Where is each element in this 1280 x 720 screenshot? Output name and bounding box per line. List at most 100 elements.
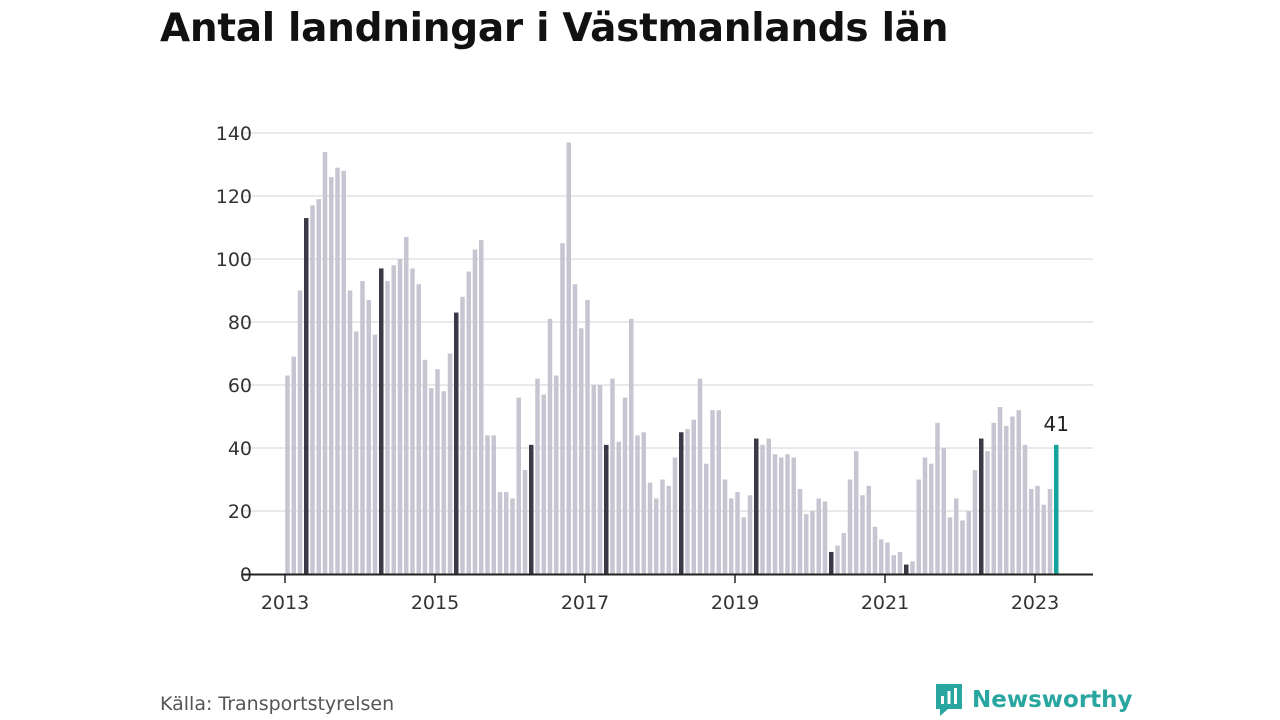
brand-logo[interactable]: Newsworthy bbox=[934, 682, 1133, 718]
bar bbox=[741, 517, 746, 574]
bar bbox=[910, 561, 915, 574]
source-note: Källa: Transportstyrelsen bbox=[160, 693, 395, 715]
chart-title: Antal landningar i Västmanlands län bbox=[160, 6, 949, 51]
bar bbox=[310, 205, 315, 574]
bar bbox=[579, 328, 584, 574]
x-axis-ticks: 2013 2015 2017 2019 2021 2023 bbox=[261, 574, 1059, 614]
y-tick-label: 60 bbox=[228, 375, 252, 397]
bar bbox=[829, 551, 834, 574]
bar bbox=[804, 514, 809, 574]
bar bbox=[291, 356, 296, 574]
bar bbox=[347, 290, 353, 574]
bar bbox=[660, 479, 665, 574]
bar bbox=[772, 454, 778, 574]
bar bbox=[760, 444, 765, 574]
bar bbox=[516, 397, 521, 574]
bar bbox=[997, 407, 1003, 574]
bar bbox=[704, 463, 709, 574]
bar bbox=[454, 312, 459, 574]
bar bbox=[872, 526, 878, 574]
latest-value-label: 41 bbox=[1044, 412, 1069, 436]
y-tick-label: 80 bbox=[228, 312, 252, 334]
bar bbox=[841, 533, 846, 574]
bar bbox=[541, 394, 546, 574]
bar bbox=[610, 378, 615, 574]
bar bbox=[641, 432, 646, 574]
bar bbox=[404, 236, 409, 574]
bar bbox=[372, 334, 378, 574]
bar bbox=[779, 457, 784, 574]
bar bbox=[810, 511, 815, 574]
bar bbox=[385, 281, 390, 574]
bar bbox=[497, 492, 503, 574]
bar bbox=[991, 422, 996, 574]
bar bbox=[335, 167, 340, 574]
bar bbox=[585, 299, 590, 574]
bar bbox=[479, 240, 484, 574]
bar bbox=[429, 388, 434, 574]
bar bbox=[847, 479, 853, 574]
bar bbox=[1029, 488, 1034, 574]
bar bbox=[366, 299, 371, 574]
bar bbox=[822, 501, 828, 574]
bar bbox=[1016, 410, 1021, 574]
bar bbox=[447, 353, 453, 574]
bar bbox=[1047, 488, 1053, 574]
bar bbox=[866, 485, 871, 574]
bar bbox=[1004, 425, 1009, 574]
bar bbox=[629, 318, 634, 574]
bar bbox=[685, 429, 690, 574]
bar bbox=[679, 432, 684, 574]
bar bbox=[785, 454, 790, 574]
bar bbox=[979, 438, 984, 574]
y-tick-label: 120 bbox=[216, 186, 252, 208]
bar bbox=[691, 419, 696, 574]
bar bbox=[547, 318, 553, 574]
bar bbox=[285, 375, 290, 574]
y-tick-label: 20 bbox=[228, 501, 252, 523]
bar bbox=[647, 482, 653, 574]
bar bbox=[622, 397, 628, 574]
x-tick-label: 2017 bbox=[561, 592, 609, 614]
bar bbox=[885, 542, 890, 574]
bar bbox=[591, 385, 596, 574]
bar bbox=[316, 199, 321, 574]
bar bbox=[960, 520, 965, 574]
bar bbox=[729, 498, 734, 574]
bar bbox=[697, 378, 703, 574]
bar bbox=[466, 271, 471, 574]
bar bbox=[397, 259, 403, 574]
bar bbox=[329, 177, 334, 574]
bar bbox=[666, 485, 671, 574]
bar bbox=[379, 268, 384, 574]
x-tick-label: 2021 bbox=[861, 592, 909, 614]
bar bbox=[754, 438, 759, 574]
bar bbox=[472, 249, 478, 575]
y-tick-label: 40 bbox=[228, 438, 252, 460]
bar bbox=[391, 265, 396, 574]
bar bbox=[935, 422, 940, 574]
bar bbox=[491, 435, 496, 574]
bar bbox=[522, 470, 528, 574]
bar bbox=[835, 545, 840, 574]
bar bbox=[954, 498, 959, 574]
bar bbox=[941, 448, 946, 574]
newsworthy-logo-icon bbox=[936, 684, 962, 716]
bar bbox=[304, 218, 309, 575]
bar bbox=[560, 243, 565, 574]
bar bbox=[929, 463, 934, 574]
bar bbox=[322, 151, 328, 574]
bar bbox=[504, 492, 509, 574]
bar bbox=[410, 268, 415, 574]
x-tick-label: 2019 bbox=[711, 592, 759, 614]
bar bbox=[791, 457, 796, 574]
bar bbox=[1022, 444, 1028, 574]
bars bbox=[285, 142, 1059, 575]
bar bbox=[747, 495, 753, 574]
bar bbox=[485, 435, 490, 574]
bar bbox=[535, 378, 540, 574]
bar bbox=[360, 281, 365, 574]
bar bbox=[416, 284, 421, 574]
